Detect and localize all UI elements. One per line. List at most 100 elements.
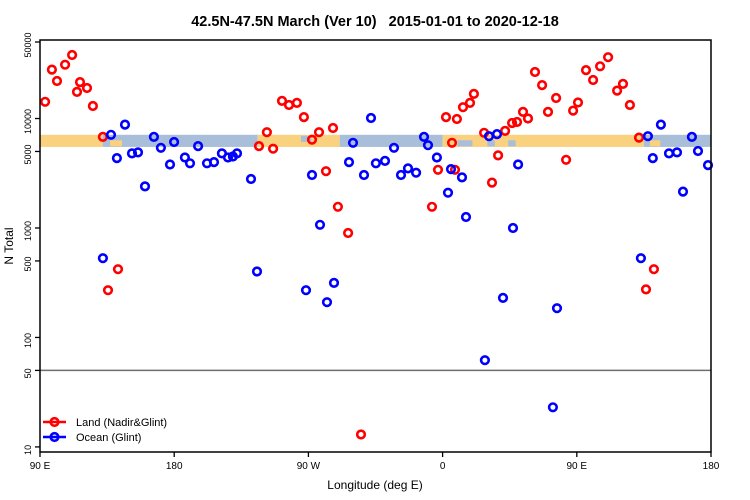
data-point-land xyxy=(320,166,332,177)
x-tick-label: 90 E xyxy=(30,461,51,472)
strip-ocean-segment xyxy=(643,134,711,147)
data-point-ocean xyxy=(635,253,647,264)
data-point-land xyxy=(511,116,523,128)
data-point-ocean xyxy=(365,112,377,124)
data-point-ocean xyxy=(677,186,689,197)
data-point-land xyxy=(587,74,599,86)
data-point-ocean xyxy=(370,158,382,169)
data-point-land xyxy=(283,99,295,111)
data-point-land xyxy=(71,86,83,97)
y-axis: 50000 10000 5000 1000 500 100 50 10 xyxy=(23,32,40,455)
data-point-ocean xyxy=(431,152,443,163)
data-point-ocean xyxy=(126,148,138,159)
data-point-land xyxy=(468,88,480,99)
data-point-ocean xyxy=(456,172,468,183)
legend: Land (Nadir&Glint) Ocean (Glint) xyxy=(43,416,167,444)
data-point-land xyxy=(253,141,265,152)
strip-fleck-ocean xyxy=(508,140,516,147)
data-point-land xyxy=(451,113,463,125)
data-point-ocean xyxy=(306,169,318,181)
data-point-ocean xyxy=(402,163,414,174)
strip-land-segment xyxy=(442,134,644,147)
data-point-ocean xyxy=(179,152,190,163)
data-point-ocean xyxy=(422,140,434,151)
data-point-land xyxy=(39,96,51,107)
data-point-land xyxy=(306,134,318,145)
data-point-land xyxy=(493,150,504,161)
data-point-land xyxy=(550,92,562,104)
data-point-ocean xyxy=(139,181,151,192)
data-point-land xyxy=(633,132,645,143)
data-point-land xyxy=(464,97,476,108)
data-point-land xyxy=(291,97,303,108)
data-point-land xyxy=(542,106,554,117)
data-point-land xyxy=(536,79,548,91)
data-point-land xyxy=(59,59,71,70)
data-point-ocean xyxy=(119,119,131,130)
data-point-ocean xyxy=(379,155,391,166)
data-point-land xyxy=(327,122,339,134)
data-point-land xyxy=(446,137,458,148)
x-tick-label: 0 xyxy=(440,461,446,472)
data-point-land xyxy=(567,105,579,116)
legend-ocean-marker xyxy=(49,431,60,443)
data-point-ocean xyxy=(184,158,196,169)
data-point-land xyxy=(87,100,98,112)
data-point-land xyxy=(66,49,78,61)
x-tick-label: 90 E xyxy=(567,461,588,472)
y-axis-title: N Total xyxy=(2,227,16,264)
legend-land-marker xyxy=(49,416,60,428)
data-point-land xyxy=(74,76,86,88)
data-point-land xyxy=(432,164,444,175)
data-point-ocean xyxy=(686,131,698,142)
data-point-ocean xyxy=(491,129,503,140)
data-point-ocean xyxy=(512,159,524,170)
strip-fleck-land xyxy=(110,140,123,147)
data-point-land xyxy=(355,429,367,440)
data-point-ocean xyxy=(300,285,312,296)
data-point-land xyxy=(572,97,584,108)
data-point-land xyxy=(602,52,614,63)
y-tick-label: 5000 xyxy=(23,144,33,164)
y-tick-label: 10000 xyxy=(23,109,33,134)
y-tick-label: 50 xyxy=(23,368,33,378)
data-point-ocean xyxy=(321,297,333,308)
data-point-land xyxy=(426,201,438,212)
data-point-ocean xyxy=(148,131,159,142)
data-point-ocean xyxy=(132,147,144,158)
data-point-land xyxy=(624,99,636,111)
land-ocean-strip xyxy=(40,134,711,147)
data-point-ocean xyxy=(395,169,407,181)
data-point-ocean xyxy=(245,173,257,185)
data-point-ocean xyxy=(328,277,340,289)
data-point-land xyxy=(648,264,660,275)
data-point-land xyxy=(457,102,469,113)
data-point-land xyxy=(440,111,452,123)
x-tick-label: 180 xyxy=(166,461,183,472)
data-point-land xyxy=(313,127,325,138)
data-point-land xyxy=(486,177,498,188)
x-axis-title: Longitude (deg E) xyxy=(327,478,422,492)
data-point-ocean xyxy=(388,142,400,153)
data-point-ocean xyxy=(460,211,472,223)
strip-land-segment xyxy=(40,134,103,147)
data-point-land xyxy=(500,125,511,136)
legend-ocean-label: Ocean (Glint) xyxy=(76,432,141,444)
data-point-ocean xyxy=(507,222,519,234)
data-point-land xyxy=(517,106,529,117)
data-point-ocean xyxy=(164,159,176,170)
data-point-ocean xyxy=(231,148,243,159)
data-point-ocean xyxy=(418,131,430,142)
data-point-ocean xyxy=(358,169,370,181)
data-point-ocean xyxy=(343,157,355,168)
data-point-ocean xyxy=(105,129,117,140)
strip-ocean-segment xyxy=(339,134,443,147)
data-point-ocean xyxy=(347,137,359,148)
strip-fleck-land xyxy=(649,140,661,147)
data-points xyxy=(39,49,714,440)
plot-border xyxy=(39,39,712,453)
data-point-land xyxy=(529,66,541,78)
x-tick-label: 90 W xyxy=(297,461,321,472)
